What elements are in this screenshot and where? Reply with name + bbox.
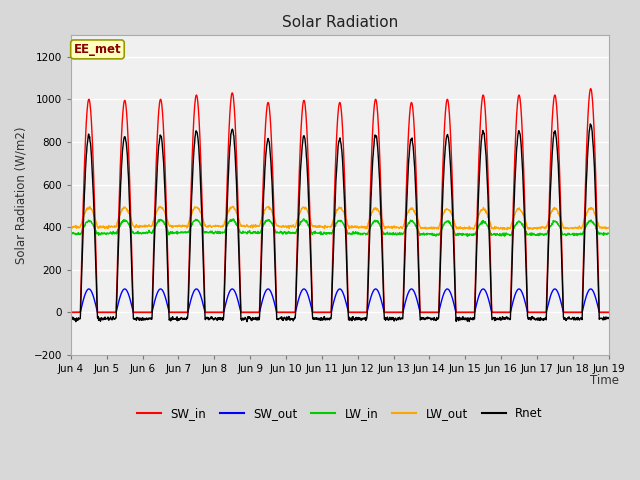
Line: LW_in: LW_in [71, 219, 609, 237]
LW_out [67, 224, 75, 229]
Rnet [243, 319, 251, 324]
SW_out [424, 310, 431, 315]
LW_in [494, 232, 502, 238]
Rnet [494, 316, 502, 322]
LW_in [229, 216, 237, 222]
LW_in [541, 231, 549, 237]
LW_in [247, 231, 255, 237]
SW_out [67, 310, 75, 315]
Rnet [173, 318, 181, 324]
Y-axis label: Solar Radiation (W/m2): Solar Radiation (W/m2) [15, 126, 28, 264]
Line: SW_out: SW_out [71, 289, 609, 312]
SW_out [541, 310, 549, 315]
LW_out [541, 226, 549, 231]
SW_out [247, 310, 255, 315]
X-axis label: Time: Time [590, 374, 620, 387]
LW_in [463, 234, 471, 240]
SW_out [85, 286, 93, 292]
LW_out [187, 213, 195, 219]
Text: EE_met: EE_met [74, 43, 121, 56]
Line: SW_in: SW_in [71, 89, 609, 312]
LW_out [470, 227, 477, 232]
SW_in [423, 310, 431, 315]
Line: LW_out: LW_out [71, 206, 609, 229]
LW_in [187, 225, 195, 230]
LW_out [247, 224, 255, 230]
LW_out [494, 225, 502, 230]
Rnet [247, 316, 255, 322]
LW_in [173, 231, 181, 237]
SW_in [605, 310, 612, 315]
SW_in [493, 310, 501, 315]
Line: Rnet: Rnet [71, 124, 609, 322]
LW_out [173, 223, 181, 228]
LW_in [605, 230, 612, 236]
SW_out [494, 310, 502, 315]
LW_out [229, 204, 237, 209]
LW_out [424, 225, 431, 231]
SW_in [173, 310, 181, 315]
SW_out [605, 310, 612, 315]
LW_out [605, 225, 612, 230]
LW_in [67, 230, 75, 236]
Rnet [424, 316, 431, 322]
Rnet [187, 229, 195, 235]
SW_in [67, 310, 75, 315]
SW_out [187, 297, 195, 303]
Rnet [605, 315, 612, 321]
SW_in [187, 206, 195, 212]
Rnet [586, 121, 594, 127]
Rnet [67, 316, 75, 322]
SW_out [174, 310, 182, 315]
LW_in [424, 231, 431, 237]
Legend: SW_in, SW_out, LW_in, LW_out, Rnet: SW_in, SW_out, LW_in, LW_out, Rnet [132, 402, 547, 425]
Rnet [541, 316, 549, 322]
Title: Solar Radiation: Solar Radiation [282, 15, 398, 30]
SW_in [587, 86, 595, 92]
SW_in [247, 310, 255, 315]
SW_in [541, 310, 548, 315]
